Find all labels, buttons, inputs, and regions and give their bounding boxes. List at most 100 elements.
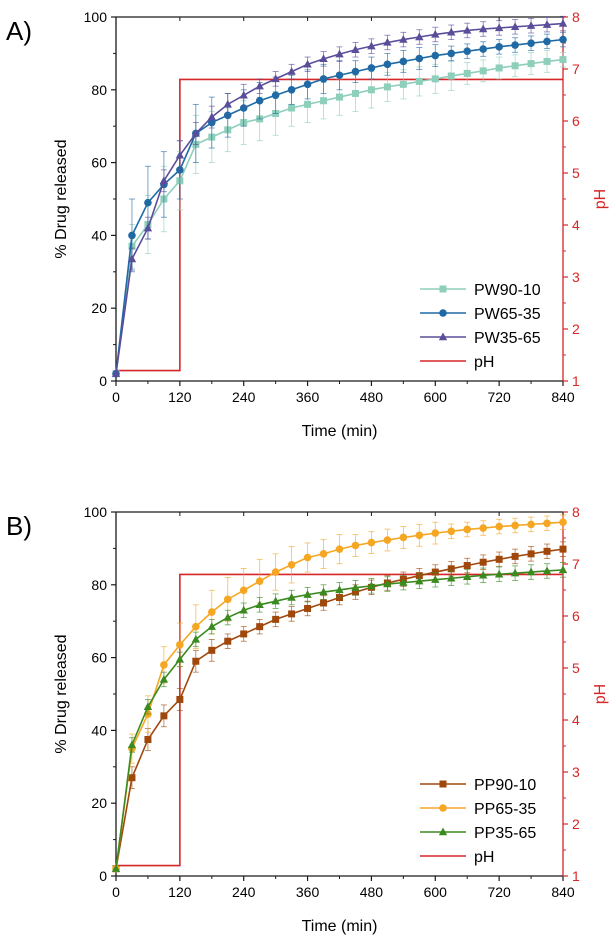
data-point (399, 57, 408, 66)
data-point (463, 25, 472, 34)
data-point (271, 91, 280, 100)
data-point (192, 657, 200, 665)
y-tick-label: 80 (91, 577, 107, 593)
legend-marker (439, 804, 447, 812)
data-point (510, 568, 520, 577)
legend-label: PW65-35 (474, 306, 541, 323)
data-point (559, 35, 567, 44)
data-point (447, 527, 456, 536)
y-tick-label: 60 (91, 650, 107, 666)
data-point (431, 529, 440, 537)
data-point (383, 579, 392, 588)
data-point (176, 641, 184, 649)
data-point (511, 552, 519, 560)
legend-label: pH (474, 354, 494, 371)
data-point (351, 67, 360, 76)
y-tick-label: 20 (91, 795, 107, 811)
x-axis-title: Time (min) (302, 423, 378, 440)
data-point (320, 97, 328, 105)
data-point (559, 518, 567, 526)
data-point (255, 577, 264, 585)
data-point (144, 736, 152, 743)
data-point (415, 531, 424, 540)
data-point (463, 572, 472, 580)
data-point (351, 45, 360, 53)
data-point (255, 96, 264, 105)
data-point (191, 634, 201, 643)
data-point (527, 60, 535, 68)
data-point (399, 533, 408, 542)
data-point (383, 536, 392, 544)
data-point (511, 62, 519, 70)
data-point (463, 562, 471, 570)
data-point (510, 22, 520, 31)
data-point (367, 41, 376, 50)
data-point (495, 64, 503, 72)
data-point (111, 369, 121, 377)
y-tick-label: 40 (91, 722, 107, 738)
data-point (431, 51, 440, 60)
data-point (176, 695, 184, 703)
data-point (287, 67, 296, 75)
data-point (127, 740, 137, 749)
y2-tick-label: 1 (572, 373, 580, 389)
panel-label: B) (6, 511, 32, 541)
data-point (383, 83, 391, 91)
y2-tick-label: 4 (572, 217, 580, 233)
data-point (415, 576, 424, 585)
data-point (223, 595, 232, 604)
legend-label: PP65-35 (474, 801, 536, 818)
data-point (144, 198, 152, 207)
data-point (447, 49, 456, 58)
x-tick-label: 360 (296, 389, 320, 405)
data-point (543, 57, 551, 65)
data-point (367, 64, 376, 72)
data-point (319, 550, 328, 558)
data-point (303, 590, 312, 598)
data-point (367, 538, 376, 547)
data-point (558, 565, 568, 574)
data-point (128, 231, 136, 240)
data-point (304, 604, 312, 612)
data-point (287, 593, 296, 601)
y2-tick-label: 5 (572, 165, 580, 181)
data-point (255, 81, 264, 90)
data-point (143, 702, 153, 710)
y-axis-title: % Drug released (53, 634, 70, 753)
data-point (543, 37, 551, 46)
data-point (111, 864, 121, 872)
data-point (303, 59, 312, 68)
legend-marker (439, 285, 447, 293)
data-point (127, 254, 137, 263)
data-point (383, 60, 392, 69)
data-point (399, 80, 407, 88)
data-point (175, 654, 185, 663)
x-tick-label: 600 (424, 389, 448, 405)
data-point (527, 550, 535, 558)
data-point (351, 89, 359, 97)
data-point (192, 622, 200, 631)
data-point (447, 573, 456, 582)
data-point (336, 93, 343, 101)
x-tick-label: 840 (551, 884, 575, 900)
data-point (415, 54, 424, 63)
data-point (304, 100, 312, 108)
data-point (495, 43, 503, 51)
chart-panel-2: B) 0 120 240 360 480 600 720 840 0 20 40 60 80 100 1 2 3 4… (6, 504, 609, 935)
y2-tick-label: 2 (572, 816, 580, 832)
data-point (160, 661, 168, 669)
data-point (159, 176, 169, 184)
data-point (288, 104, 296, 112)
data-point (399, 35, 408, 43)
panel-label: A) (6, 16, 32, 46)
data-point (447, 72, 455, 80)
data-point (367, 86, 375, 94)
data-point (383, 37, 392, 46)
data-point (223, 99, 232, 108)
data-point (287, 560, 296, 569)
legend-marker (439, 780, 447, 788)
x-tick-label: 0 (112, 884, 120, 900)
legend-marker (439, 309, 447, 317)
y2-tick-label: 7 (572, 556, 580, 572)
data-point (351, 541, 360, 550)
